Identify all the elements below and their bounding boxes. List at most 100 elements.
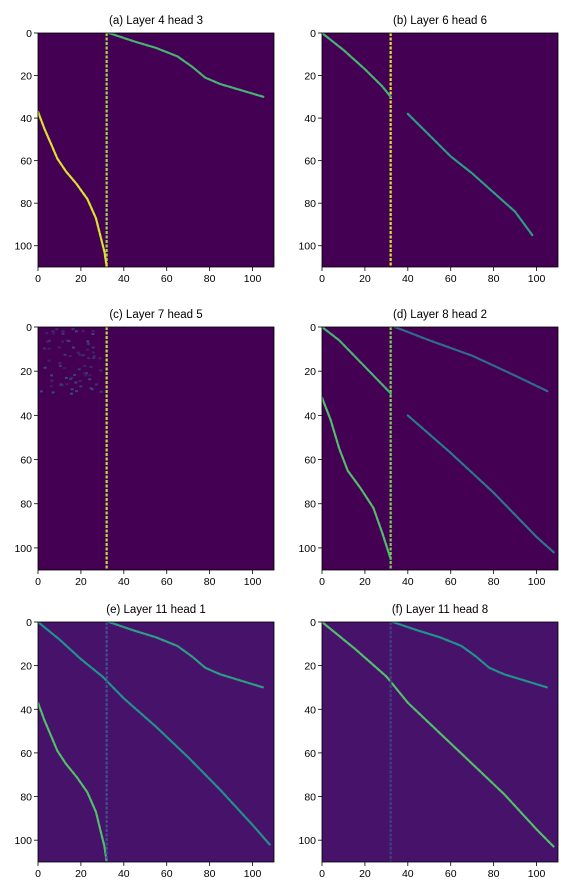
x-tick-label: 100 — [528, 273, 546, 285]
y-tick-label: 20 — [304, 71, 316, 83]
heatmap-panel-1: (b) Layer 6 head 6 0 20 40 60 80 100 0 20 40 60 80 1… — [298, 15, 559, 285]
y-tick-label: 100 — [298, 835, 316, 847]
attention-diagonal-trace — [38, 701, 108, 862]
heatmap-background — [38, 327, 274, 570]
x-tick-label: 40 — [402, 273, 414, 285]
attention-diagonal-trace — [322, 396, 392, 561]
x-tick-label: 20 — [359, 273, 371, 285]
y-tick-label: 80 — [20, 198, 32, 210]
heatmap-panel-3: (d) Layer 8 head 2 0 20 40 60 80 100 0 20 40 60 80 1… — [298, 309, 559, 588]
heatmap-title: (a) Layer 4 head 3 — [109, 15, 203, 27]
heatmap-panel-4: (e) Layer 11 head 1 0 20 40 60 80 100 0 20 40 60 80… — [14, 604, 275, 880]
y-tick-label: 100 — [298, 543, 316, 555]
heatmap-frame — [37, 621, 275, 863]
heatmap-background — [38, 622, 274, 862]
y-tick-label: 80 — [304, 198, 316, 210]
y-tick-label: 60 — [20, 156, 32, 168]
x-tick-label: 20 — [75, 576, 87, 588]
x-tick-label: 80 — [204, 576, 216, 588]
attention-diagonal-trace — [107, 33, 265, 98]
x-tick-label: 80 — [488, 868, 500, 880]
x-tick-label: 80 — [204, 868, 216, 880]
y-tick-label: 60 — [304, 156, 316, 168]
y-tick-label: 40 — [20, 410, 32, 422]
heatmap-background — [38, 33, 274, 267]
heatmap-background — [322, 327, 558, 570]
attention-diagonal-trace — [406, 414, 555, 554]
y-tick-label: 100 — [298, 241, 316, 253]
x-tick-label: 20 — [75, 868, 87, 880]
heatmap-frame — [37, 32, 275, 268]
heatmap-panel-5: (f) Layer 11 head 8 0 20 40 60 80 100 0 20 40 60 80… — [298, 604, 559, 880]
y-tick-label: 20 — [20, 71, 32, 83]
x-tick-label: 60 — [161, 868, 173, 880]
attention-diagonal-trace — [38, 110, 108, 267]
x-tick-label: 0 — [319, 868, 325, 880]
x-tick-label: 40 — [402, 868, 414, 880]
heatmap-panel-0: (a) Layer 4 head 3 0 20 40 60 80 100 0 20 40 60 80 1… — [14, 15, 275, 285]
x-tick-label: 60 — [161, 273, 173, 285]
x-tick-label: 80 — [204, 273, 216, 285]
y-tick-label: 80 — [304, 792, 316, 804]
y-tick-label: 0 — [26, 28, 32, 40]
x-tick-label: 100 — [528, 576, 546, 588]
attention-diagonal-trace — [38, 622, 271, 846]
y-tick-label: 80 — [304, 499, 316, 511]
y-tick-label: 20 — [20, 661, 32, 673]
x-tick-label: 80 — [488, 576, 500, 588]
heatmap-title: (f) Layer 11 head 8 — [392, 604, 488, 616]
x-tick-label: 0 — [35, 576, 41, 588]
heatmap-frame — [321, 621, 559, 863]
heatmap-frame — [321, 32, 559, 268]
attention-diagonal-trace — [107, 622, 265, 689]
attention-diagonal-trace — [393, 327, 549, 393]
attention-diagonal-trace — [406, 112, 534, 237]
x-tick-label: 20 — [359, 576, 371, 588]
heatmap-panel-2: (c) Layer 7 head 5 0 20 40 60 80 100 0 20 40 60 80 1… — [14, 309, 275, 588]
heatmap-background — [322, 622, 558, 862]
x-tick-label: 100 — [244, 576, 262, 588]
y-tick-label: 100 — [14, 835, 32, 847]
y-tick-label: 0 — [310, 617, 316, 629]
heatmap-background — [322, 33, 558, 267]
y-tick-label: 60 — [20, 748, 32, 760]
y-tick-label: 60 — [304, 455, 316, 467]
heatmap-title: (e) Layer 11 head 1 — [106, 604, 206, 616]
x-tick-label: 100 — [244, 868, 262, 880]
y-tick-label: 40 — [304, 410, 316, 422]
y-tick-label: 40 — [20, 704, 32, 716]
heatmap-title: (d) Layer 8 head 2 — [393, 309, 487, 321]
x-tick-label: 100 — [244, 273, 262, 285]
x-tick-label: 60 — [445, 576, 457, 588]
y-tick-label: 0 — [310, 322, 316, 334]
attention-diagonal-trace — [322, 33, 392, 98]
y-tick-label: 0 — [26, 322, 32, 334]
heatmap-title: (c) Layer 7 head 5 — [109, 309, 202, 321]
x-tick-label: 20 — [75, 273, 87, 285]
x-tick-label: 0 — [35, 868, 41, 880]
y-tick-label: 20 — [304, 661, 316, 673]
y-tick-label: 100 — [14, 543, 32, 555]
attention-diagonal-trace — [322, 622, 555, 848]
x-tick-label: 40 — [118, 273, 130, 285]
x-tick-label: 20 — [359, 868, 371, 880]
attention-diagonal-trace — [322, 327, 392, 395]
x-tick-label: 100 — [528, 868, 546, 880]
y-tick-label: 60 — [304, 748, 316, 760]
attention-diagonal-trace — [391, 622, 549, 689]
y-tick-label: 20 — [20, 366, 32, 378]
y-tick-label: 0 — [26, 617, 32, 629]
y-tick-label: 0 — [310, 28, 316, 40]
heatmap-frame — [321, 326, 559, 571]
y-tick-label: 40 — [304, 704, 316, 716]
heatmap-title: (b) Layer 6 head 6 — [393, 15, 487, 27]
x-tick-label: 60 — [445, 273, 457, 285]
x-tick-label: 40 — [402, 576, 414, 588]
x-tick-label: 0 — [319, 576, 325, 588]
x-tick-label: 80 — [488, 273, 500, 285]
x-tick-label: 40 — [118, 868, 130, 880]
y-tick-label: 60 — [20, 455, 32, 467]
x-tick-label: 0 — [35, 273, 41, 285]
y-tick-label: 80 — [20, 499, 32, 511]
